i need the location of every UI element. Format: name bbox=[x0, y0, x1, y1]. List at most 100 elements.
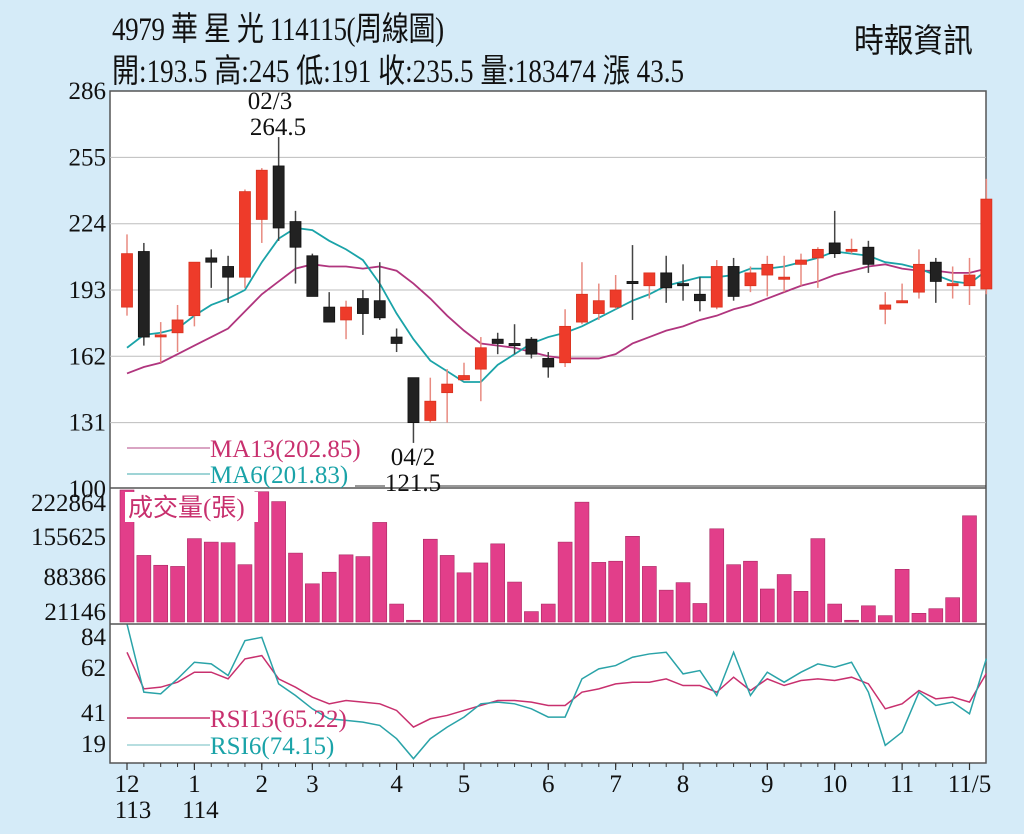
volume-bar bbox=[220, 542, 236, 623]
volume-bar bbox=[709, 528, 725, 623]
volume-bar bbox=[692, 603, 708, 623]
y-tick-label: 193 bbox=[69, 277, 107, 304]
candle-down bbox=[390, 336, 403, 344]
volume-bar bbox=[406, 619, 421, 623]
volume-bar bbox=[540, 603, 556, 623]
y-tick-label: 224 bbox=[69, 211, 107, 238]
candle-down bbox=[306, 255, 319, 297]
y-tick-label: 286 bbox=[69, 78, 107, 105]
high-date-annotation: 02/3 bbox=[248, 88, 292, 115]
candlesticks bbox=[121, 137, 993, 443]
price-gridlines bbox=[110, 156, 986, 424]
x-tick-label: 3 bbox=[306, 771, 319, 798]
candle-up bbox=[879, 304, 892, 310]
ma13-line bbox=[126, 263, 987, 375]
candle-up bbox=[576, 293, 588, 323]
volume-bar bbox=[338, 554, 354, 623]
volume-bar bbox=[827, 603, 843, 623]
volume-bar bbox=[726, 564, 741, 623]
candle-up bbox=[424, 400, 437, 421]
volume-tick-label: 88386 bbox=[44, 564, 107, 591]
volume-bar bbox=[776, 574, 792, 623]
volume-bar bbox=[305, 583, 320, 623]
volume-bar bbox=[372, 522, 388, 623]
volume-bar bbox=[170, 566, 185, 623]
volume-bar bbox=[743, 560, 758, 623]
candle-down bbox=[323, 306, 336, 323]
volume-bar bbox=[524, 611, 539, 623]
volume-bar bbox=[136, 555, 152, 623]
y-tick-label: 162 bbox=[69, 343, 107, 370]
candle-up bbox=[171, 319, 184, 334]
x-tick-label: 11 bbox=[890, 771, 914, 798]
x-tick-label: 2 bbox=[256, 771, 269, 798]
volume-bar bbox=[254, 491, 270, 623]
candle-down bbox=[508, 343, 521, 347]
volume-legend: 成交量(張) bbox=[128, 494, 245, 522]
x-tick-label: 9 bbox=[761, 771, 774, 798]
volume-tick-label: 155625 bbox=[31, 524, 106, 551]
candle-up bbox=[474, 347, 487, 370]
volume-bar bbox=[658, 589, 674, 623]
x-tick-label: 10 bbox=[822, 771, 847, 798]
candle-up bbox=[458, 375, 470, 381]
candle-down bbox=[373, 300, 386, 319]
candle-up bbox=[441, 383, 454, 394]
moving-average-lines bbox=[126, 227, 987, 383]
x-tick-label: 5 bbox=[458, 771, 471, 798]
candle-up bbox=[896, 300, 908, 304]
volume-tick-label: 222864 bbox=[31, 490, 107, 517]
candle-down bbox=[272, 165, 285, 229]
candle-down bbox=[828, 242, 841, 255]
volume-bar bbox=[945, 597, 960, 623]
volume-bar bbox=[861, 605, 876, 623]
rsi-tick-label: 84 bbox=[81, 624, 107, 651]
x-tick-label: 4 bbox=[390, 771, 403, 798]
candle-down bbox=[626, 281, 639, 284]
candle-up bbox=[778, 276, 791, 280]
candle-up bbox=[255, 169, 268, 220]
rsi6-line bbox=[126, 623, 988, 760]
x-tick-label: 12 bbox=[115, 771, 140, 798]
source-label: 時報資訊 bbox=[854, 24, 973, 60]
candle-up bbox=[845, 248, 858, 252]
volume-bar bbox=[439, 555, 455, 623]
candle-up bbox=[811, 248, 824, 259]
volume-bar bbox=[675, 582, 691, 623]
candle-down bbox=[407, 377, 420, 424]
x-tick-label: 1 bbox=[188, 771, 201, 798]
volume-bar bbox=[810, 538, 826, 623]
volume-bar bbox=[844, 619, 859, 623]
y-tick-label: 131 bbox=[69, 410, 107, 437]
volume-bar bbox=[574, 501, 590, 623]
candle-up bbox=[946, 283, 959, 287]
volume-bar bbox=[507, 581, 522, 623]
high-value-annotation: 264.5 bbox=[250, 114, 306, 141]
x-tick-label: 7 bbox=[609, 771, 622, 798]
rsi6-legend: RSI6(74.15) bbox=[210, 733, 334, 760]
candle-up bbox=[154, 334, 167, 338]
rsi-lines bbox=[126, 623, 988, 760]
volume-bar bbox=[962, 515, 977, 623]
volume-bar bbox=[591, 562, 607, 623]
volume-bar bbox=[203, 541, 219, 623]
volume-bar bbox=[355, 556, 371, 623]
volume-bar bbox=[608, 560, 623, 623]
candle-down bbox=[356, 298, 369, 314]
candle-up bbox=[643, 272, 656, 287]
volume-legend-bg bbox=[125, 492, 258, 522]
volume-bar bbox=[759, 588, 775, 623]
candle-down bbox=[929, 261, 942, 282]
candle-down bbox=[222, 266, 235, 278]
rsi-tick-label: 19 bbox=[81, 731, 106, 758]
low-date-annotation: 04/2 bbox=[391, 444, 435, 471]
ma6-legend: MA6(201.83) bbox=[210, 462, 348, 489]
volume-bar bbox=[877, 615, 893, 623]
rsi13-line bbox=[126, 651, 987, 728]
ma13-legend: MA13(202.85) bbox=[210, 436, 361, 463]
candle-down bbox=[542, 358, 555, 368]
volume-bar bbox=[237, 564, 253, 623]
volume-bar bbox=[321, 571, 337, 623]
candle-up bbox=[340, 306, 352, 321]
